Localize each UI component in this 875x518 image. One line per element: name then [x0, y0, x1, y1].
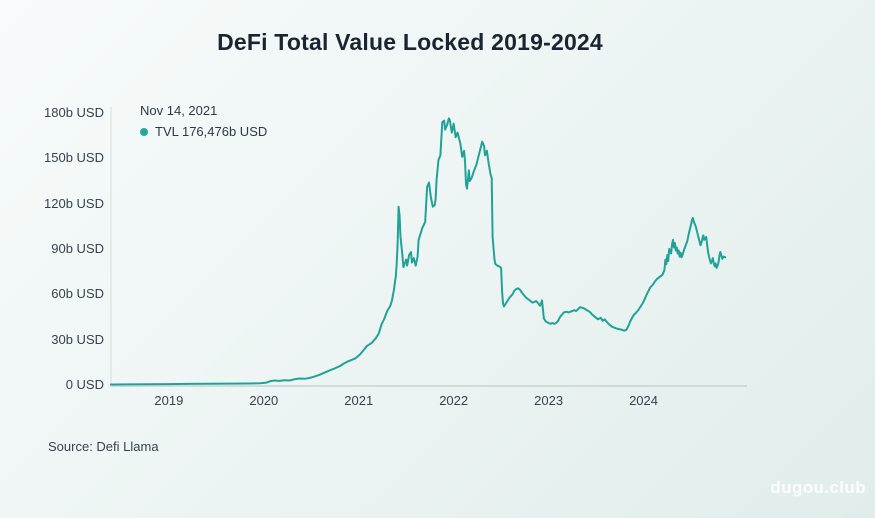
tooltip-value: TVL 176,476b USD: [155, 124, 268, 139]
tvl-series-line: [110, 117, 727, 386]
page-title: DeFi Total Value Locked 2019-2024: [217, 29, 603, 55]
tooltip-date: Nov 14, 2021: [140, 103, 218, 118]
tooltip-value-row: TVL 176,476b USD: [140, 124, 267, 140]
series-marker-dot-icon: [140, 128, 148, 136]
source-note: Source: Defi Llama: [48, 439, 159, 454]
tooltip: Nov 14, 2021 TVL 176,476b USD: [140, 103, 267, 140]
watermark: dugou.club: [770, 478, 866, 497]
